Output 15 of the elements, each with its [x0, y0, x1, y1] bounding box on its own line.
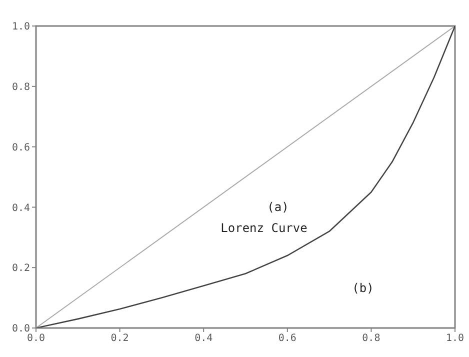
x-tick-label: 1.0	[446, 333, 464, 344]
annotation: (a)	[267, 200, 289, 214]
y-tick-label: 0.2	[12, 263, 30, 274]
x-tick-label: 0.0	[26, 333, 46, 344]
annotation: Lorenz Curve	[220, 221, 308, 235]
x-tick-label: 0.6	[278, 333, 296, 344]
x-tick-label: 0.4	[194, 333, 213, 344]
x-tick-label: 0.2	[110, 333, 129, 344]
y-tick-label: 0.6	[12, 142, 30, 154]
x-tick-label: 0.8	[362, 333, 380, 344]
y-tick-label: 0.0	[12, 324, 30, 335]
y-tick-label: 1.0	[12, 22, 30, 33]
y-tick-label: 0.8	[12, 82, 30, 93]
y-tick-label: 0.4	[12, 202, 30, 214]
annotation: (b)	[352, 281, 374, 295]
